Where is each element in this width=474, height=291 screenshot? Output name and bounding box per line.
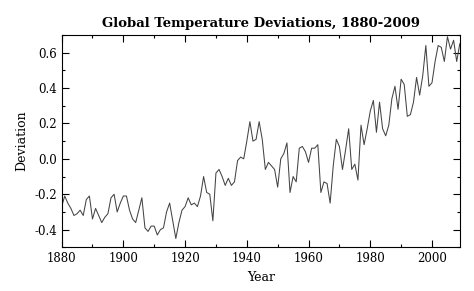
Title: Global Temperature Deviations, 1880-2009: Global Temperature Deviations, 1880-2009 xyxy=(102,17,419,30)
Y-axis label: Deviation: Deviation xyxy=(16,111,28,171)
X-axis label: Year: Year xyxy=(246,271,275,284)
